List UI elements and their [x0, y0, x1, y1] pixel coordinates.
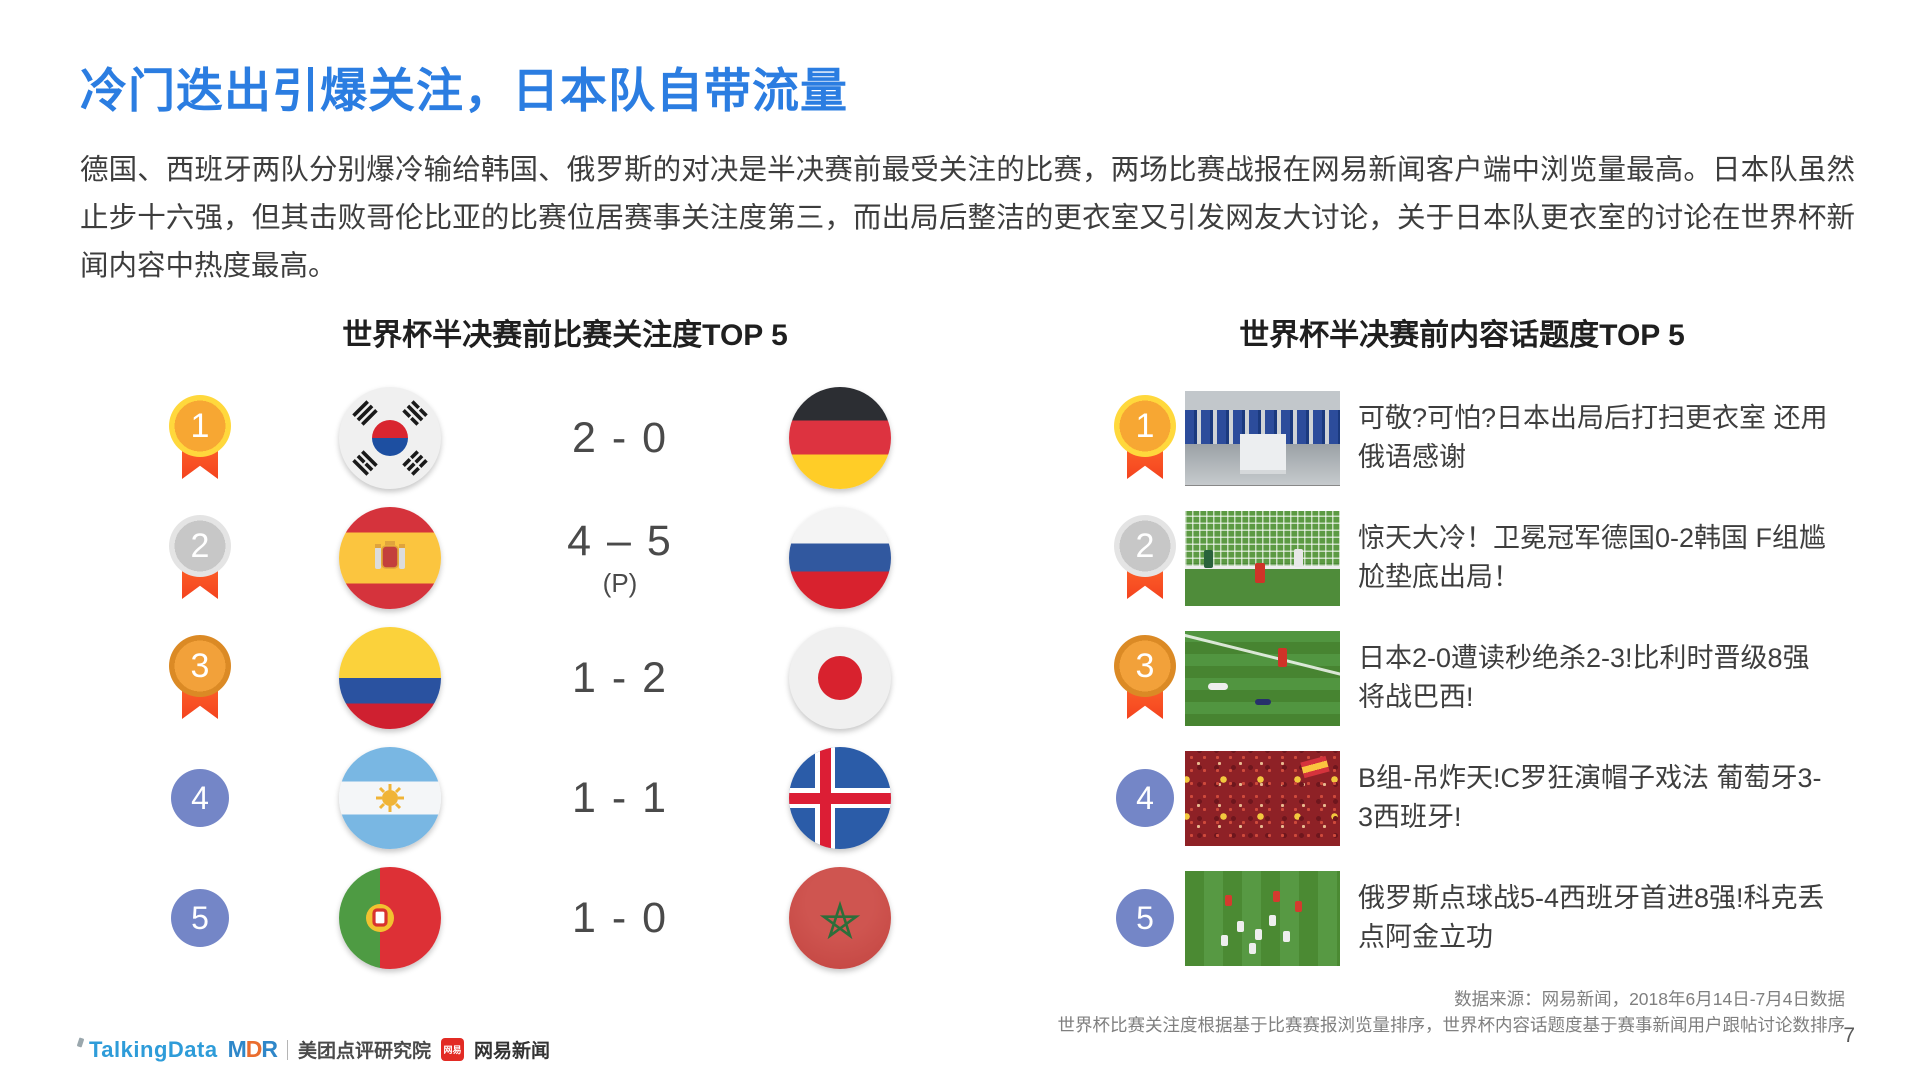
news-thumbnail-fallen-players — [1185, 630, 1340, 726]
flag-argentina — [339, 747, 441, 849]
news-headline: 惊天大冷！卫冕冠军德国0-2韩国 F组尴尬垫底出局！ — [1358, 523, 1827, 592]
rank-1-gold-medal-icon: 1 — [1114, 395, 1176, 481]
news-thumbnail-japan-locker-room — [1185, 390, 1340, 486]
right-panel-title: 世界杯半决赛前内容话题度TOP 5 — [1239, 319, 1685, 352]
match-score: 1 - 2 — [571, 653, 669, 702]
news-row-2: 2 惊天大冷！卫冕冠军德国0-2韩国 F组尴尬垫底出局！ — [1105, 498, 1836, 618]
match-row-1: 1 2 — [130, 378, 950, 498]
flag-iceland — [789, 747, 891, 849]
news-headline: 俄罗斯点球战5-4西班牙首进8强!科克丢点阿金立功 — [1358, 883, 1825, 952]
match-row-4: 4 1 - 1 — [130, 738, 950, 858]
rank-2-silver-medal-icon: 2 — [1114, 515, 1176, 601]
medal-number: 2 — [169, 515, 231, 577]
match-score: 4 – 5 (P) — [510, 517, 730, 599]
match-attention-list: 1 2 — [130, 378, 950, 978]
news-thumbnail-red-fans-crowd — [1185, 750, 1340, 846]
slide-title: 冷门迭出引爆关注，日本队自带流量 — [80, 64, 848, 117]
pitch-line — [1185, 632, 1340, 689]
match-score: 1 - 1 — [571, 773, 669, 822]
player-figure — [1203, 550, 1213, 569]
match-score: 2 - 0 — [571, 413, 669, 462]
flag-colombia — [339, 627, 441, 729]
spain-flag-in-crowd — [1300, 755, 1330, 778]
news-headline: B组-吊炸天!C罗狂演帽子戏法 葡萄牙3-3西班牙! — [1358, 763, 1822, 832]
news-thumbnail-russia-celebration — [1185, 870, 1340, 966]
left-panel-title: 世界杯半决赛前比赛关注度TOP 5 — [342, 319, 788, 352]
flag-japan — [789, 627, 891, 729]
news-row-5: 5 俄罗斯点球战5-4西班牙首进8强!科克丢点阿金立功 — [1105, 858, 1836, 978]
mdr-logo: MDR — [227, 1036, 278, 1062]
netease-badge-icon: 网易 — [441, 1038, 464, 1061]
flag-spain — [339, 507, 441, 609]
flag-germany — [789, 387, 891, 489]
news-thumbnail-germany-korea-goal — [1185, 510, 1340, 606]
news-headline: 可敬?可怕?日本出局后打扫更衣室 还用俄语感谢 — [1358, 403, 1828, 472]
talkingdata-tick-icon — [76, 1037, 85, 1048]
flag-morocco — [789, 867, 891, 969]
locker-wall — [1185, 390, 1340, 410]
data-source-note: 数据来源：网易新闻，2018年6月14日-7月4日数据 世界杯比赛关注度根据基于… — [1058, 986, 1846, 1038]
rank-3-bronze-medal-icon: 3 — [1114, 635, 1176, 721]
rank-4-badge: 4 — [1116, 769, 1174, 827]
match-score: 1 - 0 — [571, 893, 669, 942]
footer-logos: TalkingData MDR 美团点评研究院 网易 网易新闻 — [76, 1036, 551, 1063]
flag-portugal — [339, 867, 441, 969]
medal-number: 3 — [169, 635, 231, 697]
source-note-line2: 世界杯比赛关注度根据基于比赛赛报浏览量排序，世界杯内容话题度基于赛事新闻用户跟帖… — [1057, 1015, 1846, 1035]
match-row-2: 2 — [130, 498, 950, 618]
rank-1-gold-medal-icon: 1 — [169, 395, 231, 481]
topic-heat-list: 1 可敬?可怕?日本出局后打扫更衣室 还用俄语感谢 2 — [1105, 378, 1836, 978]
player-figure — [1254, 562, 1265, 583]
news-row-4: 4 B组-吊炸天!C罗狂演帽子戏法 葡萄牙3-3西班牙! — [1105, 738, 1836, 858]
medal-number: 3 — [1114, 635, 1176, 697]
rank-2-silver-medal-icon: 2 — [169, 515, 231, 601]
rank-5-badge: 5 — [1116, 889, 1174, 947]
medal-number: 1 — [1114, 395, 1176, 457]
medal-number: 1 — [169, 395, 231, 457]
flag-south-korea — [339, 387, 441, 489]
match-row-5: 5 1 - 0 — [130, 858, 950, 978]
penalty-note: (P) — [602, 568, 638, 598]
player-figure — [1208, 682, 1229, 690]
netease-news-logo: 网易新闻 — [474, 1041, 551, 1062]
medal-number: 2 — [1114, 515, 1176, 577]
page-number: 7 — [1843, 1024, 1855, 1047]
match-row-3: 3 1 - 2 — [130, 618, 950, 738]
japan-sun-disc — [818, 656, 862, 700]
player-figure — [1278, 647, 1287, 667]
locker-table — [1239, 434, 1286, 475]
rank-5-badge: 5 — [171, 889, 229, 947]
flag-russia — [789, 507, 891, 609]
logo-divider — [286, 1039, 288, 1060]
source-note-line1: 数据来源：网易新闻，2018年6月14日-7月4日数据 — [1454, 989, 1845, 1009]
meituan-dianping-institute-logo: 美团点评研究院 — [297, 1041, 431, 1062]
player-figure — [1293, 548, 1303, 567]
rank-3-bronze-medal-icon: 3 — [169, 635, 231, 721]
player-figure — [1254, 698, 1271, 705]
intro-paragraph: 德国、西班牙两队分别爆冷输给韩国、俄罗斯的对决是半决赛前最受关注的比赛，两场比赛… — [80, 154, 1855, 282]
player-figures — [1255, 928, 1262, 940]
news-row-3: 3 日本2-0遭读秒绝杀2-3!比利时晋级8强将战巴西! — [1105, 618, 1836, 738]
news-headline: 日本2-0遭读秒绝杀2-3!比利时晋级8强将战巴西! — [1358, 643, 1810, 712]
news-row-1: 1 可敬?可怕?日本出局后打扫更衣室 还用俄语感谢 — [1105, 378, 1836, 498]
rank-4-badge: 4 — [171, 769, 229, 827]
talkingdata-logo: TalkingData — [89, 1036, 218, 1062]
